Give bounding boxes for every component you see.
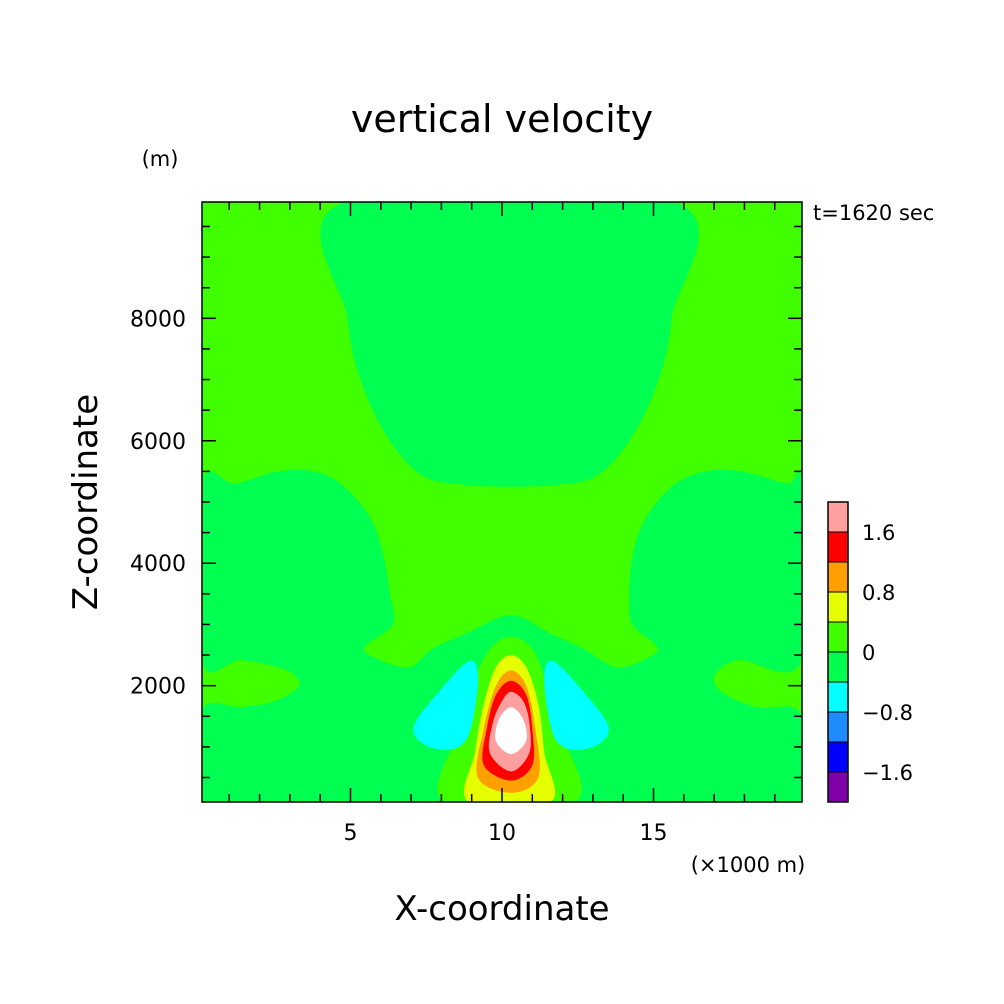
colorbar-swatch xyxy=(828,562,848,592)
colorbar-swatch xyxy=(828,712,848,742)
colorbar-tick-label: −0.8 xyxy=(862,701,913,725)
x-unit-label: (×1000 m) xyxy=(691,853,806,877)
y-tick-label: 8000 xyxy=(130,307,186,332)
y-axis-label: Z-coordinate xyxy=(66,394,106,610)
colorbar-tick-label: 1.6 xyxy=(862,521,895,545)
colorbar xyxy=(827,501,849,803)
contour-regions xyxy=(202,202,802,802)
chart-title: vertical velocity xyxy=(351,97,653,141)
colorbar-frame xyxy=(827,501,849,803)
y-tick-label: 4000 xyxy=(130,552,186,577)
colorbar-swatch xyxy=(828,772,848,802)
y-unit-label: (m) xyxy=(142,147,179,171)
x-tick-label: 5 xyxy=(343,821,357,846)
x-tick-label: 10 xyxy=(488,821,516,846)
contour-region-core-max xyxy=(495,707,527,755)
colorbar-swatch xyxy=(828,592,848,622)
contour-region-left-downdraft xyxy=(413,660,479,751)
y-tick-label: 6000 xyxy=(130,430,186,455)
colorbar-tick-label: 0 xyxy=(862,641,875,665)
y-tick-labels: 2000 4000 6000 8000 xyxy=(130,307,186,699)
colorbar-tick-label: 0.8 xyxy=(862,581,895,605)
colorbar-swatch xyxy=(828,502,848,532)
colorbar-swatch xyxy=(828,652,848,682)
y-tick-label: 2000 xyxy=(130,675,186,700)
axis-ticks xyxy=(202,202,802,802)
plot-area xyxy=(201,201,803,803)
colorbar-swatch xyxy=(828,622,848,652)
time-annotation: t=1620 sec xyxy=(813,201,934,225)
contour-region-mid-downdraft xyxy=(202,469,802,802)
contour-region-right-downdraft xyxy=(544,660,609,751)
colorbar-labels: −1.6 −0.8 0 0.8 1.6 xyxy=(862,521,913,785)
contour-region-upper-downdraft xyxy=(320,202,699,487)
colorbar-swatch xyxy=(828,682,848,712)
x-tick-labels: 5 10 15 xyxy=(343,821,667,846)
colorbar-swatch xyxy=(828,742,848,772)
plot-frame xyxy=(201,201,803,803)
x-axis-label: X-coordinate xyxy=(394,889,609,929)
colorbar-tick-label: −1.6 xyxy=(862,761,913,785)
x-tick-label: 15 xyxy=(640,821,668,846)
colorbar-swatch xyxy=(828,532,848,562)
